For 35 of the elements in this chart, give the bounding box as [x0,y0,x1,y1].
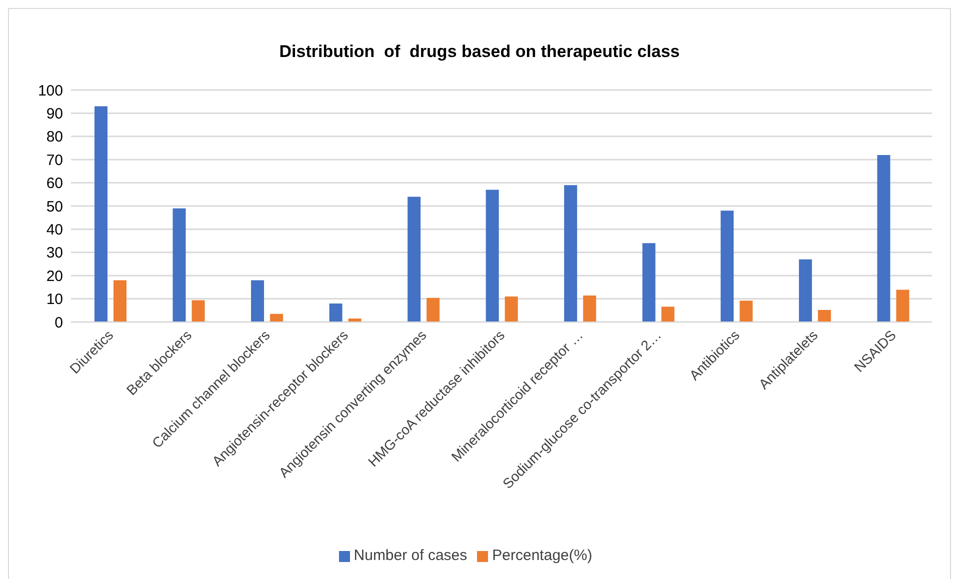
bar [504,296,518,322]
bar [172,208,186,322]
bar [642,243,656,322]
bar [798,259,812,322]
legend-label: Number of cases [354,547,468,564]
bar [564,185,578,322]
y-tick-label: 40 [46,222,63,239]
bar [408,196,421,322]
y-tick-label: 100 [38,82,63,100]
y-tick-label: 30 [46,244,63,262]
y-tick-label: 0 [54,314,63,332]
bar [896,290,910,322]
bar [192,300,205,322]
bar [113,280,126,322]
bar [329,303,342,322]
bar [486,190,499,322]
y-tick-label: 10 [46,291,63,308]
y-tick-label: 90 [46,106,63,123]
y-tick-label: 80 [46,128,63,146]
bar [251,280,264,322]
bar [661,306,674,322]
bar [720,210,734,322]
y-tick-label: 20 [46,268,63,285]
y-tick-label: 60 [46,175,63,192]
bar [270,314,284,322]
bar [583,296,596,322]
bar [818,310,831,322]
legend-label: Percentage(%) [492,547,592,564]
y-tick-label: 50 [46,198,63,216]
bar [426,298,440,322]
bar [740,300,753,322]
y-tick-label: 70 [46,152,63,169]
bar [877,154,890,322]
bar [94,106,108,322]
chart-title: Distribution of drugs based on therapeutic class [278,42,681,62]
